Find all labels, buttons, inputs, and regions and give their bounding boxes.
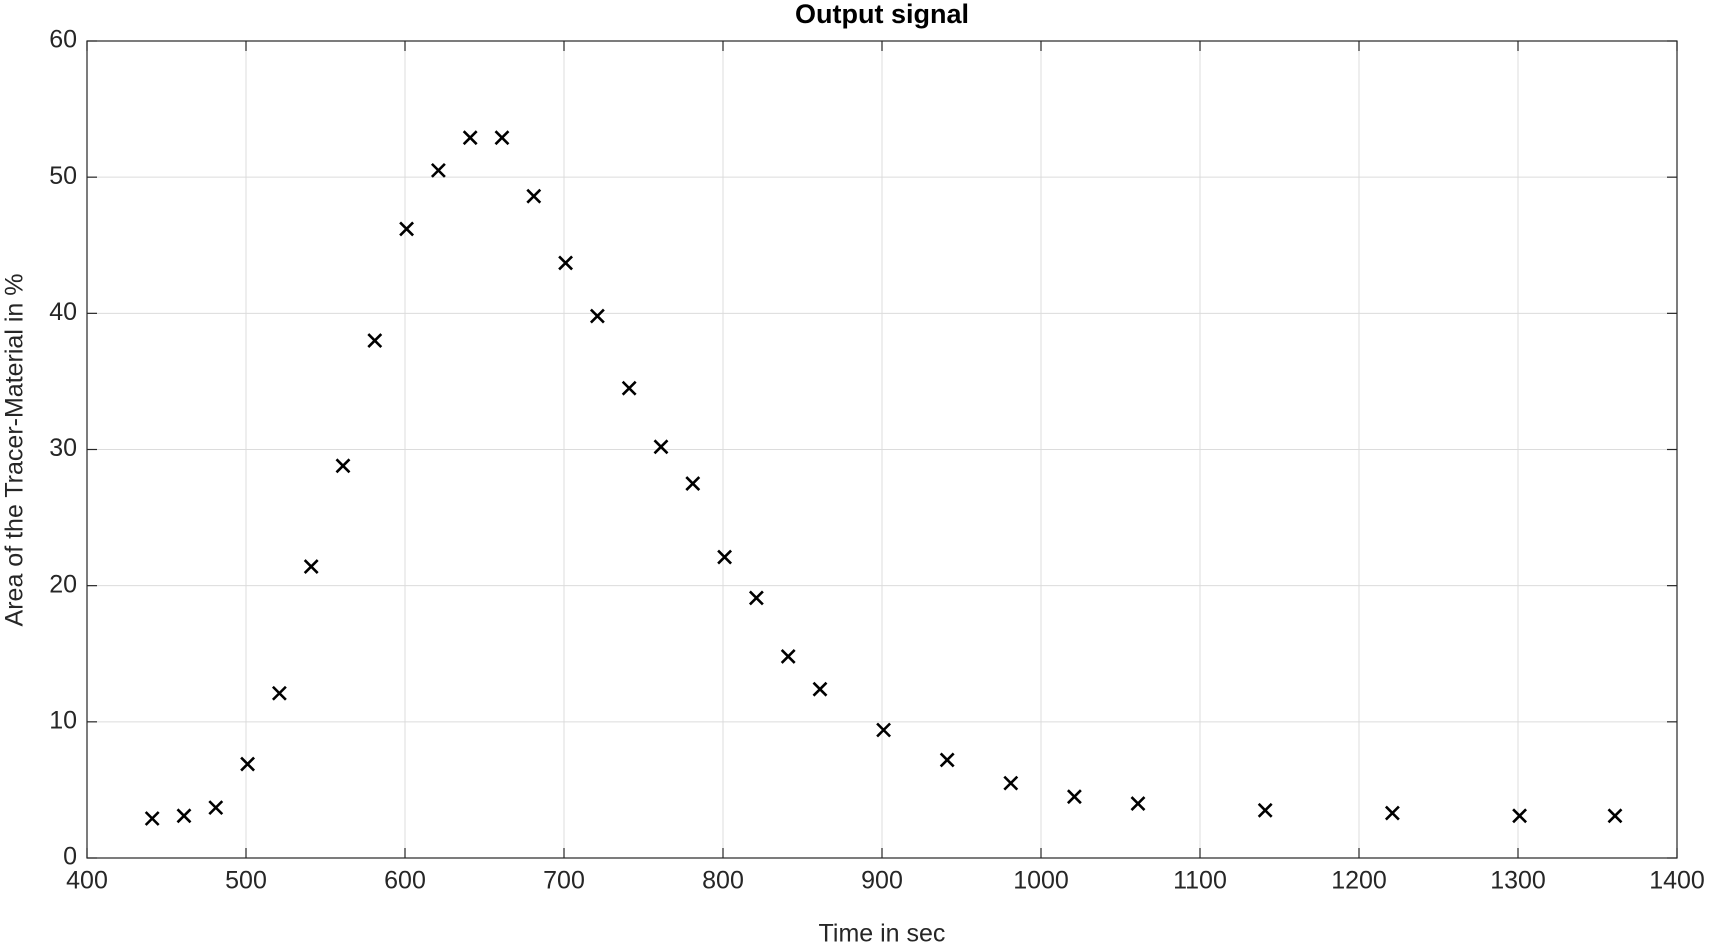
data-point (717, 549, 733, 565)
x-tick-label: 1400 (1649, 867, 1705, 895)
x-axis-label: Time in sec (819, 920, 946, 948)
data-point (494, 130, 510, 146)
data-point (303, 559, 319, 575)
data-point (526, 188, 542, 204)
data-point (335, 458, 351, 474)
y-axis-label: Area of the Tracer-Material in % (1, 274, 29, 627)
data-point (1512, 808, 1528, 824)
data-point (271, 685, 287, 701)
data-point (939, 752, 955, 768)
x-tick-label: 400 (66, 867, 108, 895)
x-tick-label: 1100 (1173, 867, 1227, 895)
data-point (812, 681, 828, 697)
data-point (1384, 805, 1400, 821)
x-tick-label: 700 (543, 867, 585, 895)
y-tick-label: 40 (49, 298, 77, 326)
y-tick-label: 10 (49, 706, 77, 734)
data-point (208, 800, 224, 816)
data-point (876, 722, 892, 738)
data-point (399, 221, 415, 237)
y-tick-label: 0 (63, 843, 77, 871)
data-point (1066, 789, 1082, 805)
plot-frame (86, 40, 1678, 859)
y-tick-label: 20 (49, 570, 77, 598)
x-tick-label: 1000 (1013, 867, 1069, 895)
data-point (621, 380, 637, 396)
data-point (367, 333, 383, 348)
x-tick-label: 600 (384, 867, 426, 895)
data-point (1257, 802, 1273, 818)
data-point (558, 255, 574, 271)
y-tick-label: 50 (49, 162, 77, 190)
chart-title: Output signal (795, 0, 969, 29)
data-point (748, 590, 764, 606)
y-tick-label: 60 (49, 26, 77, 54)
x-tick-label: 1200 (1331, 867, 1387, 895)
y-tick-label: 30 (49, 434, 77, 462)
x-tick-label: 800 (702, 867, 744, 895)
data-point (430, 162, 446, 178)
data-point (1003, 775, 1019, 791)
data-point (780, 649, 796, 664)
x-tick-label: 1300 (1490, 867, 1546, 895)
data-point (589, 308, 605, 324)
data-point (1607, 808, 1623, 824)
data-point (240, 756, 256, 772)
x-tick-label: 500 (225, 867, 267, 895)
data-point (144, 811, 160, 826)
data-point (685, 476, 701, 491)
data-point (462, 130, 478, 146)
x-tick-label: 900 (861, 867, 903, 895)
data-point (1130, 796, 1146, 811)
data-point (653, 439, 669, 455)
data-point (176, 808, 192, 824)
